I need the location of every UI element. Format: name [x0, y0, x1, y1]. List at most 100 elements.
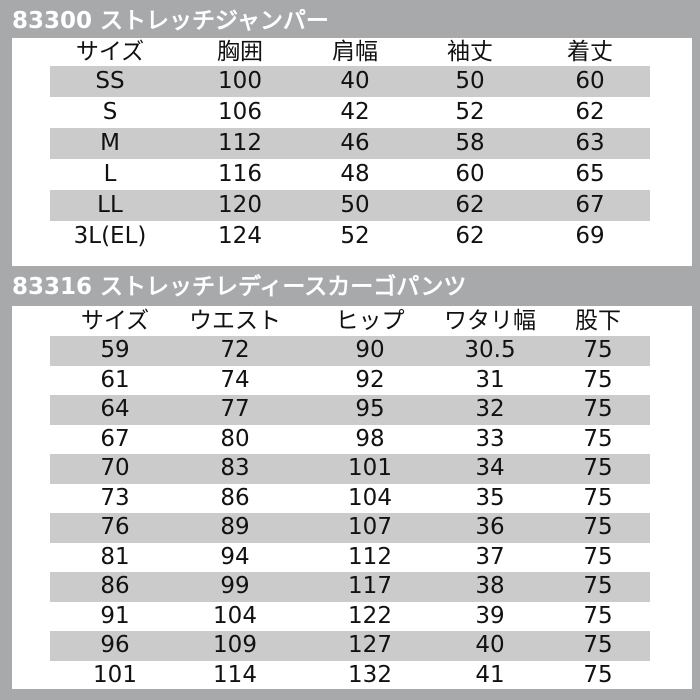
table-cell: 39 — [475, 602, 505, 629]
table-row: 96 109 127 40 75 — [50, 631, 650, 661]
table-cell: 117 — [348, 573, 392, 599]
table-cell: 肩幅 — [332, 39, 378, 65]
table-cell: 袖丈 — [447, 39, 493, 65]
table-cell: 77 — [220, 396, 250, 422]
table-row: 61 74 92 31 75 — [50, 366, 650, 396]
table-cell: 46 — [340, 130, 370, 156]
table-row: 59 72 90 30.5 75 — [50, 336, 650, 366]
table-cell: ヒップ — [335, 308, 405, 334]
table-cell: 74 — [220, 366, 250, 393]
table-row: S 106 42 52 62 — [50, 97, 650, 128]
table-cell: 65 — [575, 161, 605, 187]
table-cell: 62 — [455, 223, 485, 249]
table-cell: 106 — [218, 99, 262, 125]
table-cell: 69 — [575, 223, 605, 249]
table-row: 73 86 104 35 75 — [50, 484, 650, 514]
table-cell: 35 — [475, 484, 505, 511]
table-cell: 40 — [475, 632, 505, 658]
table-cell: 86 — [100, 573, 130, 599]
table-row: 67 80 98 33 75 — [50, 425, 650, 455]
table-cell: 60 — [455, 161, 485, 187]
table-cell: 104 — [213, 602, 257, 629]
table-cell: 75 — [583, 425, 613, 452]
table-cell: 112 — [348, 543, 392, 570]
jumper-title: 83300 ストレッチジャンパー — [12, 8, 329, 34]
table-cell: 52 — [340, 223, 370, 249]
table-cell: 75 — [583, 396, 613, 422]
table-cell: 59 — [100, 337, 130, 363]
table-cell: 75 — [583, 632, 613, 658]
table-cell: 31 — [475, 366, 505, 393]
table-cell: 48 — [340, 161, 370, 187]
table-cell: L — [103, 161, 117, 187]
pants-title: 83316 ストレッチレディースカーゴパンツ — [12, 274, 467, 300]
table-row: 86 99 117 38 75 — [50, 572, 650, 602]
table-cell: S — [102, 99, 118, 125]
table-cell: 83 — [220, 455, 250, 481]
table-cell: 64 — [100, 396, 130, 422]
table-row: 91 104 122 39 75 — [50, 602, 650, 632]
table-cell: 75 — [583, 514, 613, 540]
table-cell: 3L(EL) — [73, 223, 147, 249]
table-row: 3L(EL) 124 52 62 69 — [50, 221, 650, 252]
table-cell: 73 — [100, 484, 130, 511]
table-cell: 124 — [218, 223, 262, 249]
table-cell: 75 — [583, 543, 613, 570]
table-cell: 36 — [475, 514, 505, 540]
table-cell: 109 — [213, 632, 257, 658]
table-cell: 107 — [348, 514, 392, 540]
table-cell: 132 — [348, 661, 392, 688]
table-row: 64 77 95 32 75 — [50, 395, 650, 425]
table-cell: 37 — [475, 543, 505, 570]
table-cell: 75 — [583, 484, 613, 511]
table-cell: 38 — [475, 573, 505, 599]
header-row: サイズ ウエスト ヒップ ワタリ幅 股下 — [50, 306, 650, 336]
table-cell: 34 — [475, 455, 505, 481]
table-cell: SS — [95, 68, 125, 94]
table-cell: 股下 — [575, 308, 621, 334]
table-cell: 32 — [475, 396, 505, 422]
table-cell: 61 — [100, 366, 130, 393]
table-cell: 95 — [355, 396, 385, 422]
table-cell: 101 — [93, 661, 137, 688]
table-cell: 75 — [583, 573, 613, 599]
table-cell: LL — [97, 192, 123, 218]
table-cell: 30.5 — [464, 337, 516, 363]
table-cell: 76 — [100, 514, 130, 540]
table-cell: 90 — [355, 337, 385, 363]
table-cell: 86 — [220, 484, 250, 511]
table-row: 81 94 112 37 75 — [50, 543, 650, 573]
table-cell: 104 — [348, 484, 392, 511]
table-cell: 70 — [100, 455, 130, 481]
pants-table: サイズ ウエスト ヒップ ワタリ幅 股下 59 72 90 30.5 75 61 74 92 31 75 64… — [12, 306, 692, 689]
table-cell: 122 — [348, 602, 392, 629]
table-cell: 41 — [475, 661, 505, 688]
table-cell: 120 — [218, 192, 262, 218]
table-cell: 75 — [583, 455, 613, 481]
table-cell: サイズ — [80, 308, 150, 334]
table-cell: 58 — [455, 130, 485, 156]
table-cell: 127 — [348, 632, 392, 658]
header-row: サイズ 胸囲 肩幅 袖丈 着丈 — [50, 38, 650, 66]
table-cell: 114 — [213, 661, 257, 688]
table-cell: 116 — [218, 161, 262, 187]
table-cell: 81 — [100, 543, 130, 570]
jumper-table: サイズ 胸囲 肩幅 袖丈 着丈 SS 100 40 50 60 S 106 42 52 62 M 112 46 58… — [12, 38, 692, 266]
table-cell: 胸囲 — [217, 39, 263, 65]
table-cell: 62 — [575, 99, 605, 125]
table-row: 70 83 101 34 75 — [50, 454, 650, 484]
table-cell: 98 — [355, 425, 385, 452]
table-cell: 75 — [583, 366, 613, 393]
table-cell: サイズ — [75, 39, 145, 65]
table-cell: 100 — [218, 68, 262, 94]
table-row: M 112 46 58 63 — [50, 128, 650, 159]
table-cell: 112 — [218, 130, 262, 156]
table-row: 101 114 132 41 75 — [50, 661, 650, 691]
table-cell: 63 — [575, 130, 605, 156]
table-cell: 101 — [348, 455, 392, 481]
table-cell: 42 — [340, 99, 370, 125]
table-cell: 75 — [583, 602, 613, 629]
table-cell: 60 — [575, 68, 605, 94]
table-cell: 50 — [340, 192, 370, 218]
table-cell: ワタリ幅 — [444, 308, 536, 334]
